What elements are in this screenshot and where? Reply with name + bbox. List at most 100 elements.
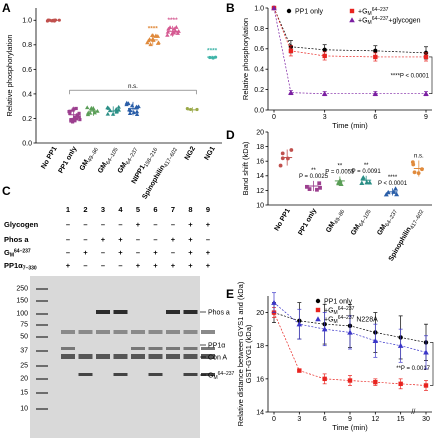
a-ns-label: n.s. (128, 84, 138, 90)
b-series-line (273, 7, 426, 58)
e-x-tick-label: 9 (348, 416, 352, 423)
c-ladder-band (36, 378, 48, 380)
a-data-point (74, 106, 78, 111)
d-data-point (305, 184, 309, 189)
c-row-mark: – (83, 235, 87, 244)
c-row-mark: + (171, 261, 176, 270)
d-data-point (315, 187, 319, 192)
c-lane-band (131, 354, 145, 359)
c-row-mark: + (153, 248, 158, 257)
a-data-point (87, 110, 93, 115)
c-lane-band (148, 373, 163, 376)
c-lane-band (96, 330, 110, 334)
a-data-point (73, 115, 77, 119)
a-data-point (134, 112, 140, 117)
panel-letter-e: E (226, 287, 234, 301)
a-data-point (134, 109, 140, 114)
a-category-label: GM49–86 (79, 146, 100, 174)
c-lane-band (166, 310, 180, 314)
e-data-point (347, 378, 353, 383)
a-data-point (134, 104, 139, 109)
e-legend-marker (315, 298, 321, 304)
c-lane-number: 3 (101, 205, 105, 214)
c-lane-band (78, 354, 93, 359)
panel-letter-c: C (2, 184, 11, 198)
c-row-label: PP1α7–330 (4, 261, 37, 272)
d-data-point (280, 151, 285, 156)
chart-a: 0.0 0.2 0.4 0.6 0.8 1.0 Relative phosphorylati… (5, 8, 222, 201)
c-row-mark: – (171, 248, 175, 257)
d-significance-label: n.s. (414, 153, 424, 159)
c-marker-label: 100 (16, 311, 28, 318)
c-band-label: GM64–237 (208, 371, 235, 381)
a-data-point (127, 111, 133, 115)
c-row-mark: + (83, 248, 88, 257)
e-data-point (322, 376, 327, 382)
c-row-mark: – (136, 248, 140, 257)
e-significance-bracket (430, 342, 434, 386)
c-lane-band (78, 373, 93, 376)
a-category-label: PP1 only (58, 145, 79, 174)
a-data-point (148, 42, 153, 47)
c-lane-band (201, 330, 215, 334)
c-marker-label: 25 (20, 363, 28, 370)
b-data-point (372, 90, 379, 96)
b-y-tick-label: 1.0 (254, 5, 264, 12)
c-lane-band (113, 310, 128, 314)
b-data-point (288, 89, 294, 95)
d-category-label: GM64–105 (350, 208, 373, 238)
b-data-point (373, 48, 378, 54)
c-lane-band (113, 330, 128, 334)
d-y-tick-label: 14 (256, 173, 264, 180)
a-data-point (167, 25, 173, 30)
a-data-point (73, 119, 77, 123)
e-data-point (372, 337, 379, 343)
c-lane-band (96, 310, 110, 314)
c-row-mark: + (188, 261, 193, 270)
d-y-tick-label: 18 (256, 144, 264, 151)
c-row-mark: – (118, 261, 122, 270)
a-data-point (175, 31, 180, 35)
e-x-tick-label: 0 (272, 416, 276, 423)
e-legend-label: PP1 only (324, 299, 353, 306)
e-data-point (321, 326, 328, 332)
b-legend-label: +GM64–237 (358, 7, 389, 17)
d-y-axis-label: Band shift (kDa) (241, 141, 250, 195)
c-row-mark: + (206, 248, 211, 257)
e-data-point (271, 299, 277, 305)
c-lane-band (61, 347, 75, 350)
d-data-point (412, 170, 417, 175)
e-x-tick-label: 15 (397, 416, 405, 423)
c-lane-band (183, 373, 198, 376)
a-data-point (116, 104, 121, 109)
a-data-point (114, 106, 119, 111)
e-x-tick-label: 12 (371, 416, 379, 423)
chart-d: 10 12 14 16 18 20 Band shift (kDa) No PP1 PP1 on… (241, 129, 432, 263)
c-row-mark: + (206, 220, 211, 229)
c-ladder-band (36, 324, 48, 326)
panel-letter-b: B (226, 1, 235, 15)
d-y-tick-label: 12 (256, 188, 264, 195)
a-data-point (176, 29, 181, 33)
c-lane-number: 8 (188, 205, 192, 214)
d-category-label: GM64–237 (376, 208, 399, 238)
a-data-point (78, 117, 82, 122)
c-lane-band (183, 310, 198, 314)
a-category-label: NG1 (204, 145, 217, 161)
c-row-mark: + (206, 261, 211, 270)
d-data-point (289, 148, 294, 152)
c-row-mark: + (101, 235, 106, 244)
b-data-point (373, 54, 378, 60)
c-lane-band (61, 330, 75, 334)
c-row-mark: – (83, 220, 87, 229)
b-x-tick-label: 9 (424, 114, 428, 121)
c-marker-label: 50 (20, 334, 28, 341)
e-x-tick-label: 3 (297, 416, 301, 423)
c-row-label: Phos a (4, 235, 29, 244)
a-data-point (67, 109, 71, 114)
a-y-tick-label: 0.0 (22, 140, 32, 147)
c-row-mark: – (136, 235, 140, 244)
d-y-tick-label: 10 (256, 202, 264, 209)
c-lane-band (131, 347, 145, 350)
e-x-tick-label: 6 (323, 416, 327, 423)
